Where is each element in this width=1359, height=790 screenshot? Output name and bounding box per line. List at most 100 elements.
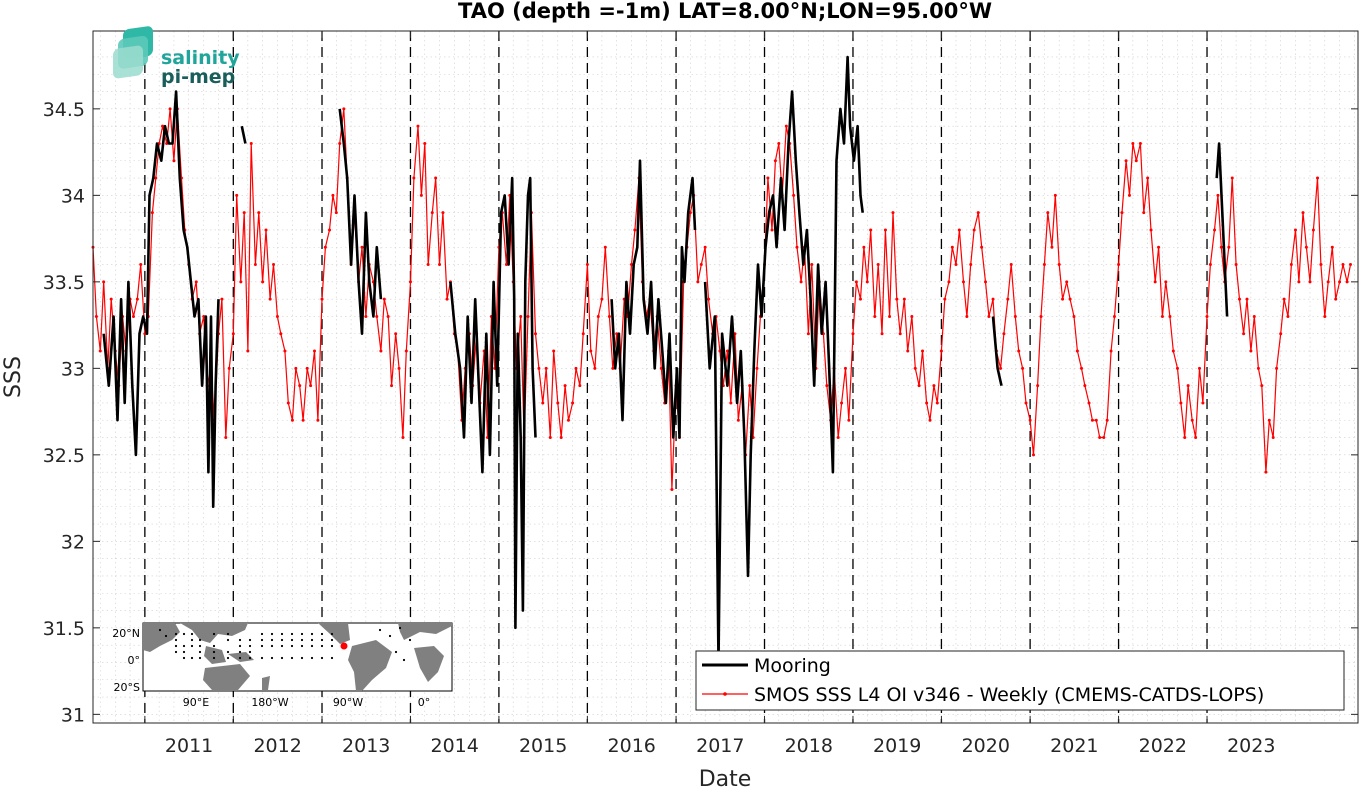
smos-point [394,332,398,336]
smos-point [1079,366,1083,370]
logo-line2: pi-mep [161,66,235,88]
smos-point [404,349,408,353]
smos-point [257,211,261,215]
x-tick-label: 2015 [519,735,567,757]
smos-point [379,349,383,353]
smos-point [1249,349,1253,353]
smos-point [976,211,980,215]
inset-buoy-marker [174,650,178,654]
chart-title: TAO (depth =-1m) LAT=8.00°N;LON=95.00°W [458,0,992,23]
smos-point [286,401,290,405]
smos-point [305,366,309,370]
smos-point [891,211,895,215]
smos-point [913,366,917,370]
smos-point [194,280,198,284]
inset-lon-90e: 90°E [183,696,209,709]
smos-point [1186,384,1190,388]
smos-point [699,263,703,267]
inset-buoy-marker [238,638,242,642]
smos-point [935,401,939,405]
smos-point [736,418,740,422]
smos-point [729,401,733,405]
x-tick-label: 2011 [165,735,213,757]
inset-buoy-marker [330,632,334,636]
smos-point [1289,263,1293,267]
smos-point [1050,245,1054,249]
smos-point [792,193,796,197]
smos-point [578,384,582,388]
inset-buoy-marker [280,638,284,642]
smos-point [290,418,294,422]
mooring-segment [102,90,220,509]
smos-point [806,332,810,336]
smos-point [430,211,434,215]
smos-point [1021,366,1025,370]
smos-point [670,487,674,491]
smos-point [423,141,427,145]
smos-point [784,124,788,128]
smos-point [773,159,777,163]
inset-lon-0: 0° [418,696,431,709]
smos-point [537,366,541,370]
smos-point [865,280,869,284]
inset-buoy-marker [182,632,186,636]
smos-point [593,366,597,370]
smos-point [249,141,253,145]
smos-point [1330,245,1334,249]
inset-buoy-marker [280,656,284,660]
series-smos [91,107,1352,491]
grid-lines [93,31,1358,723]
smos-point [294,366,298,370]
smos-point [895,297,899,301]
smos-point [1256,366,1260,370]
inset-buoy-marker [270,644,274,648]
smos-point [397,366,401,370]
x-tick-label: 2014 [431,735,479,757]
smos-point [659,366,663,370]
smos-point [544,366,548,370]
smos-point [1124,159,1128,163]
legend-box [695,650,1345,711]
smos-point [611,366,615,370]
smos-point [235,193,239,197]
smos-point [135,297,139,301]
y-tick-label: 32 [61,531,85,553]
smos-point [1245,297,1249,301]
smos-point [253,263,257,267]
smos-point [917,384,921,388]
smos-point [1117,263,1121,267]
smos-point [445,297,449,301]
smos-point [939,349,943,353]
smos-point [316,418,320,422]
smos-point [172,159,176,163]
smos-point [1028,418,1032,422]
smos-point [161,124,165,128]
inset-buoy-marker [248,638,252,642]
smos-point [272,263,276,267]
x-tick-label: 2016 [608,735,656,757]
inset-labels: 20°N 0° 20°S 90°E 180°W 90°W 0° [112,627,430,709]
smos-point [1282,297,1286,301]
smos-point [703,245,707,249]
inset-buoy-marker [310,656,314,660]
inset-buoy-marker [300,656,304,660]
smos-point [375,314,379,318]
inset-buoy-marker [174,632,178,636]
smos-point [1190,418,1194,422]
smos-point [1286,314,1290,318]
smos-point [1065,280,1069,284]
inset-buoy-marker [198,656,202,660]
inset-location-marker [340,642,348,650]
smos-point [615,332,619,336]
smos-point [323,245,327,249]
smos-point [552,349,556,353]
logo-mark-icon [113,26,153,79]
inset-buoy-marker [320,638,324,642]
inset-buoy-marker [238,644,242,648]
inset-buoy-marker [408,638,412,642]
smos-point [1090,418,1094,422]
smos-point [1316,176,1320,180]
smos-point [563,384,567,388]
inset-buoy-marker [290,644,294,648]
